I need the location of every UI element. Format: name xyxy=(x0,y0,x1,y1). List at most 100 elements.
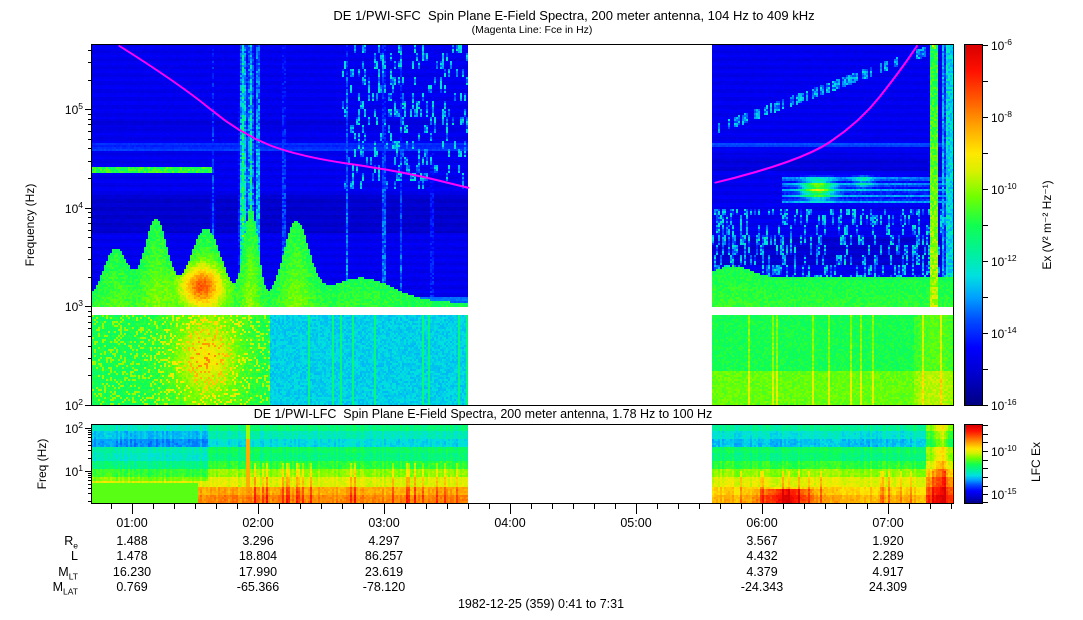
sfc-colorbar-tick xyxy=(982,45,988,46)
ephemeris-value: 16.230 xyxy=(112,565,152,579)
ephemeris-value: 24.309 xyxy=(868,580,908,594)
lfc-colorbar xyxy=(965,425,982,503)
sfc-colorbar-label: Ex (V² m⁻² Hz⁻¹) xyxy=(1040,180,1054,270)
time-minor-tick xyxy=(405,503,406,509)
lfc-colorbar-tick-label: 10-15 xyxy=(991,486,1017,502)
sfc-colorbar-tick xyxy=(982,405,988,406)
ephemeris-value: 1.920 xyxy=(872,534,904,548)
lfc-colorbar-tick xyxy=(982,468,988,469)
lfc-colorbar-label: LFC Ex xyxy=(1029,441,1043,483)
time-minor-tick xyxy=(300,503,301,509)
sfc-y-minor-tick xyxy=(88,311,92,312)
time-major-tick xyxy=(258,503,259,514)
time-minor-tick xyxy=(489,503,490,509)
time-tick-label: 06:00 xyxy=(746,516,778,530)
sfc-y-minor-tick xyxy=(88,316,92,317)
lfc-y-minor-tick xyxy=(88,450,92,451)
ephemeris-value: 1.488 xyxy=(116,534,148,548)
lfc-colorbar-tick-label: 10-10 xyxy=(991,443,1017,459)
lfc-y-minor-tick xyxy=(88,480,92,481)
sfc-colorbar-tick xyxy=(982,153,988,154)
time-minor-tick xyxy=(237,503,238,509)
time-minor-tick xyxy=(216,503,217,509)
sfc-colorbar-tick-label: 10-16 xyxy=(991,397,1017,413)
sfc-y-minor-tick xyxy=(88,346,92,347)
sfc-y-minor-tick xyxy=(88,139,92,140)
lfc-spectrogram-canvas xyxy=(92,425,953,503)
ephemeris-value: -24.343 xyxy=(740,580,784,594)
lfc-y-minor-tick xyxy=(88,477,92,478)
sfc-y-minor-tick xyxy=(88,336,92,337)
sfc-plot-frame xyxy=(91,44,954,406)
time-minor-tick xyxy=(426,503,427,509)
time-minor-tick xyxy=(951,503,952,509)
sfc-y-minor-tick xyxy=(88,80,92,81)
time-minor-tick xyxy=(321,503,322,509)
sfc-y-tick-label: 104 xyxy=(64,200,83,216)
caption: 1982-12-25 (359) 0:41 to 7:31 xyxy=(457,597,625,611)
sfc-y-tick-label: 105 xyxy=(64,101,83,117)
lfc-colorbar-tick xyxy=(982,434,988,435)
ephemeris-value: 4.917 xyxy=(872,565,904,579)
ephemeris-value: 3.296 xyxy=(242,534,274,548)
lfc-y-minor-tick xyxy=(88,493,92,494)
ephemeris-row-label: MLT xyxy=(58,565,78,582)
lfc-colorbar-tick xyxy=(982,451,988,452)
sfc-y-minor-tick xyxy=(88,62,92,63)
lfc-colorbar-tick xyxy=(982,486,988,487)
time-minor-tick xyxy=(363,503,364,509)
lfc-colorbar-tick xyxy=(982,494,988,495)
sfc-y-minor-tick xyxy=(88,322,92,323)
lfc-y-minor-tick xyxy=(88,432,92,433)
time-minor-tick xyxy=(720,503,721,509)
time-minor-tick xyxy=(930,503,931,509)
time-minor-tick xyxy=(657,503,658,509)
lfc-y-minor-tick xyxy=(88,475,92,476)
lfc-y-minor-tick xyxy=(88,430,92,431)
sfc-y-minor-tick xyxy=(88,114,92,115)
time-minor-tick xyxy=(573,503,574,509)
sfc-title: DE 1/PWI-SFC Spin Plane E-Field Spectra,… xyxy=(333,8,815,23)
sfc-colorbar-tick xyxy=(982,369,988,370)
ephemeris-value: 3.567 xyxy=(746,534,778,548)
lfc-colorbar-tick xyxy=(982,425,988,426)
lfc-y-minor-tick xyxy=(88,473,92,474)
lfc-y-minor-tick xyxy=(88,501,92,502)
ephemeris-value: -78.120 xyxy=(362,580,406,594)
time-minor-tick xyxy=(846,503,847,509)
time-minor-tick xyxy=(153,503,154,509)
ephemeris-value: 4.432 xyxy=(746,549,778,563)
time-minor-tick xyxy=(552,503,553,509)
sfc-y-minor-tick xyxy=(88,50,92,51)
ephemeris-row-label: MLAT xyxy=(52,580,78,597)
sfc-colorbar xyxy=(965,45,982,405)
lfc-colorbar-tick xyxy=(982,460,988,461)
ephemeris-value: 17.990 xyxy=(238,565,278,579)
lfc-colorbar-frame xyxy=(964,424,983,504)
ephemeris-value: 4.297 xyxy=(368,534,400,548)
sfc-y-minor-tick xyxy=(88,148,92,149)
lfc-y-minor-tick xyxy=(88,445,92,446)
sfc-y-minor-tick xyxy=(88,375,92,376)
sfc-colorbar-tick xyxy=(982,189,988,190)
time-minor-tick xyxy=(342,503,343,509)
time-minor-tick xyxy=(615,503,616,509)
lfc-colorbar-tick xyxy=(982,477,988,478)
sfc-y-major-tick xyxy=(85,109,92,110)
sfc-y-minor-tick xyxy=(88,119,92,120)
time-major-tick xyxy=(132,503,133,514)
lfc-y-minor-tick xyxy=(88,441,92,442)
time-major-tick xyxy=(888,503,889,514)
time-minor-tick xyxy=(594,503,595,509)
sfc-y-major-tick xyxy=(85,306,92,307)
lfc-y-major-tick xyxy=(85,471,92,472)
sfc-colorbar-tick xyxy=(982,297,988,298)
time-major-tick xyxy=(762,503,763,514)
sfc-colorbar-tick-label: 10-8 xyxy=(991,109,1012,125)
sfc-y-minor-tick xyxy=(88,217,92,218)
time-major-tick xyxy=(510,503,511,514)
time-minor-tick xyxy=(867,503,868,509)
time-tick-label: 04:00 xyxy=(494,516,526,530)
time-minor-tick xyxy=(804,503,805,509)
